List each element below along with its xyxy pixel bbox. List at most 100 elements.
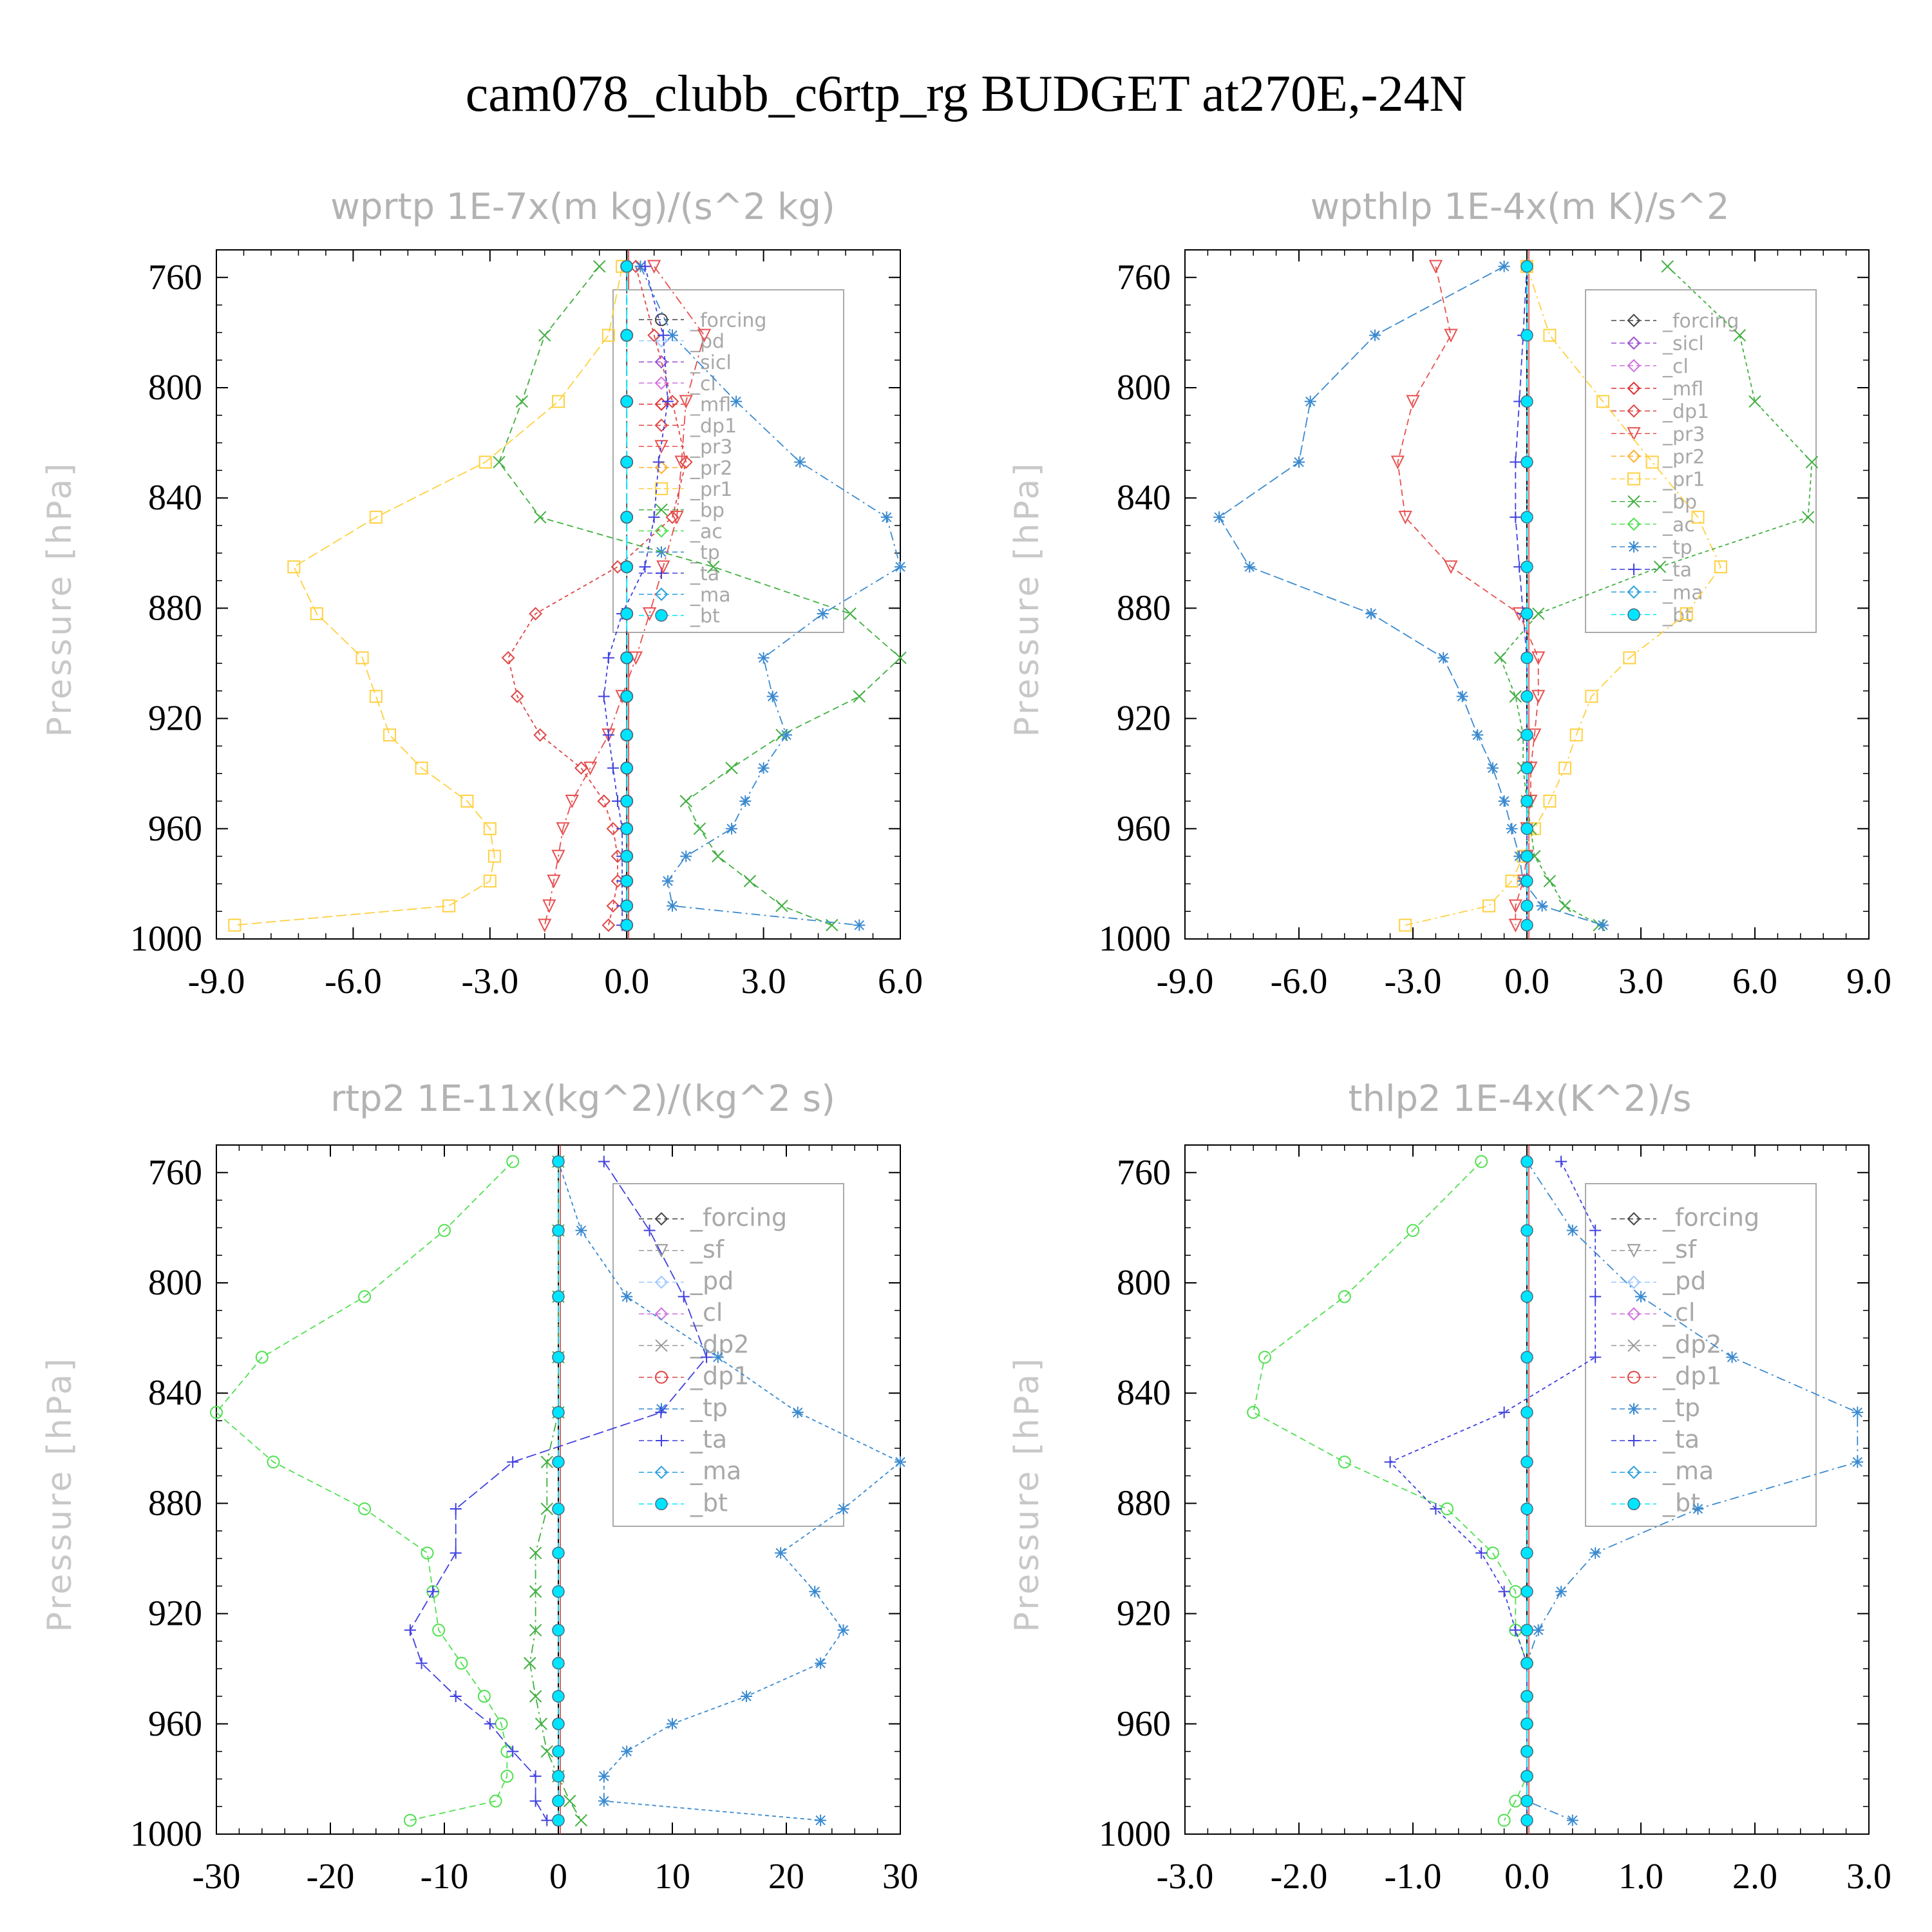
data-point xyxy=(1536,900,1548,912)
data-point xyxy=(1520,455,1533,469)
legend-marker xyxy=(1628,564,1640,576)
legend-label: _pr3 xyxy=(1662,423,1705,446)
data-point xyxy=(598,690,610,703)
data-point xyxy=(507,1745,519,1757)
legend-marker xyxy=(1627,1497,1640,1511)
data-point xyxy=(488,849,501,863)
data-point xyxy=(1497,1814,1511,1827)
series-bt xyxy=(552,1155,565,1827)
data-point xyxy=(383,728,397,742)
y-tick-label: 760 xyxy=(148,258,202,298)
data-point xyxy=(1513,850,1526,862)
data-point xyxy=(552,1718,565,1730)
data-point xyxy=(639,561,651,573)
data-point xyxy=(656,560,670,574)
y-tick-label: 800 xyxy=(148,1263,202,1303)
data-point xyxy=(358,1290,372,1303)
legend-marker xyxy=(654,1465,668,1479)
series-line xyxy=(1397,266,1539,925)
legend-marker xyxy=(655,609,668,622)
data-point xyxy=(601,328,615,342)
legend-marker xyxy=(1627,1212,1641,1226)
data-point xyxy=(1852,1406,1864,1419)
legend-marker xyxy=(1627,359,1641,373)
series-line xyxy=(215,1161,513,1821)
y-tick-label: 800 xyxy=(1117,1263,1171,1303)
legend-label: _sicl xyxy=(1662,333,1704,355)
x-tick-label: 0 xyxy=(549,1857,567,1897)
data-point xyxy=(1597,919,1609,931)
series-line xyxy=(1499,266,1813,926)
legend-marker xyxy=(1627,1339,1640,1352)
data-point xyxy=(1520,918,1533,932)
x-tick-label: 3.0 xyxy=(1618,961,1663,1001)
data-point xyxy=(743,875,757,887)
data-point xyxy=(1520,1155,1533,1168)
data-point xyxy=(1486,762,1499,774)
data-point xyxy=(1635,1291,1647,1303)
legend-marker xyxy=(1627,404,1641,418)
data-point xyxy=(895,561,906,573)
data-point xyxy=(552,395,565,408)
data-point xyxy=(403,1814,417,1827)
data-point xyxy=(450,1547,462,1559)
data-point xyxy=(1520,1350,1533,1364)
data-point xyxy=(500,1770,514,1783)
data-point xyxy=(781,729,792,741)
data-point xyxy=(506,1155,520,1168)
data-point xyxy=(757,652,770,664)
legend-label: _sf xyxy=(690,1235,725,1264)
data-point xyxy=(450,1690,462,1702)
data-point xyxy=(510,689,524,703)
legend-label: _ta xyxy=(690,563,719,585)
y-tick-label: 1000 xyxy=(1099,919,1171,959)
legend-marker xyxy=(1628,1435,1640,1446)
data-point xyxy=(493,455,506,469)
data-point xyxy=(602,652,614,664)
data-point xyxy=(489,1794,502,1808)
legend-marker xyxy=(655,313,668,327)
data-point xyxy=(1520,1814,1533,1827)
data-point xyxy=(1520,690,1533,703)
series-ta xyxy=(404,1155,713,1826)
data-point xyxy=(1520,1718,1533,1730)
data-point xyxy=(455,1656,468,1670)
x-tick-label: -2.0 xyxy=(1271,1857,1328,1897)
data-point xyxy=(707,560,720,573)
legend-marker xyxy=(654,524,668,538)
data-point xyxy=(540,1745,554,1758)
data-point xyxy=(1520,1455,1533,1468)
data-point xyxy=(895,1456,906,1468)
data-point xyxy=(574,1814,588,1827)
data-point xyxy=(1338,1455,1351,1469)
data-point xyxy=(529,1624,542,1636)
data-point xyxy=(620,795,633,808)
data-point xyxy=(1805,455,1819,469)
data-point xyxy=(853,919,866,931)
data-point xyxy=(1520,822,1533,835)
data-point xyxy=(657,329,669,341)
legend-marker xyxy=(655,1370,668,1384)
panel-thlp2: thlp2 1E-4x(K^2)/s Pressure [hPa] -3.0 -2… xyxy=(1008,1078,1891,1897)
legend-marker xyxy=(654,418,668,432)
data-point xyxy=(415,761,428,775)
data-point xyxy=(529,607,543,621)
legend-marker xyxy=(1628,1403,1640,1415)
y-tick-label: 760 xyxy=(148,1153,202,1193)
data-point xyxy=(1510,1624,1522,1636)
x-tick-label: 10 xyxy=(654,1857,690,1897)
data-point xyxy=(837,1502,849,1515)
data-point xyxy=(1369,329,1381,341)
series-pr1 xyxy=(1399,260,1727,932)
data-point xyxy=(1430,1502,1442,1515)
x-tick-label: 0.0 xyxy=(1504,961,1549,1001)
data-point xyxy=(665,510,679,524)
data-point xyxy=(730,395,743,408)
y-axis-label: Pressure [hPa] xyxy=(41,1356,79,1633)
series-tp xyxy=(634,260,906,931)
y-tick-label: 800 xyxy=(148,368,202,408)
data-point xyxy=(598,1770,610,1783)
legend-marker xyxy=(1627,472,1640,486)
legend-label: _pd xyxy=(690,330,724,353)
legend-label: _mfl xyxy=(690,394,731,417)
